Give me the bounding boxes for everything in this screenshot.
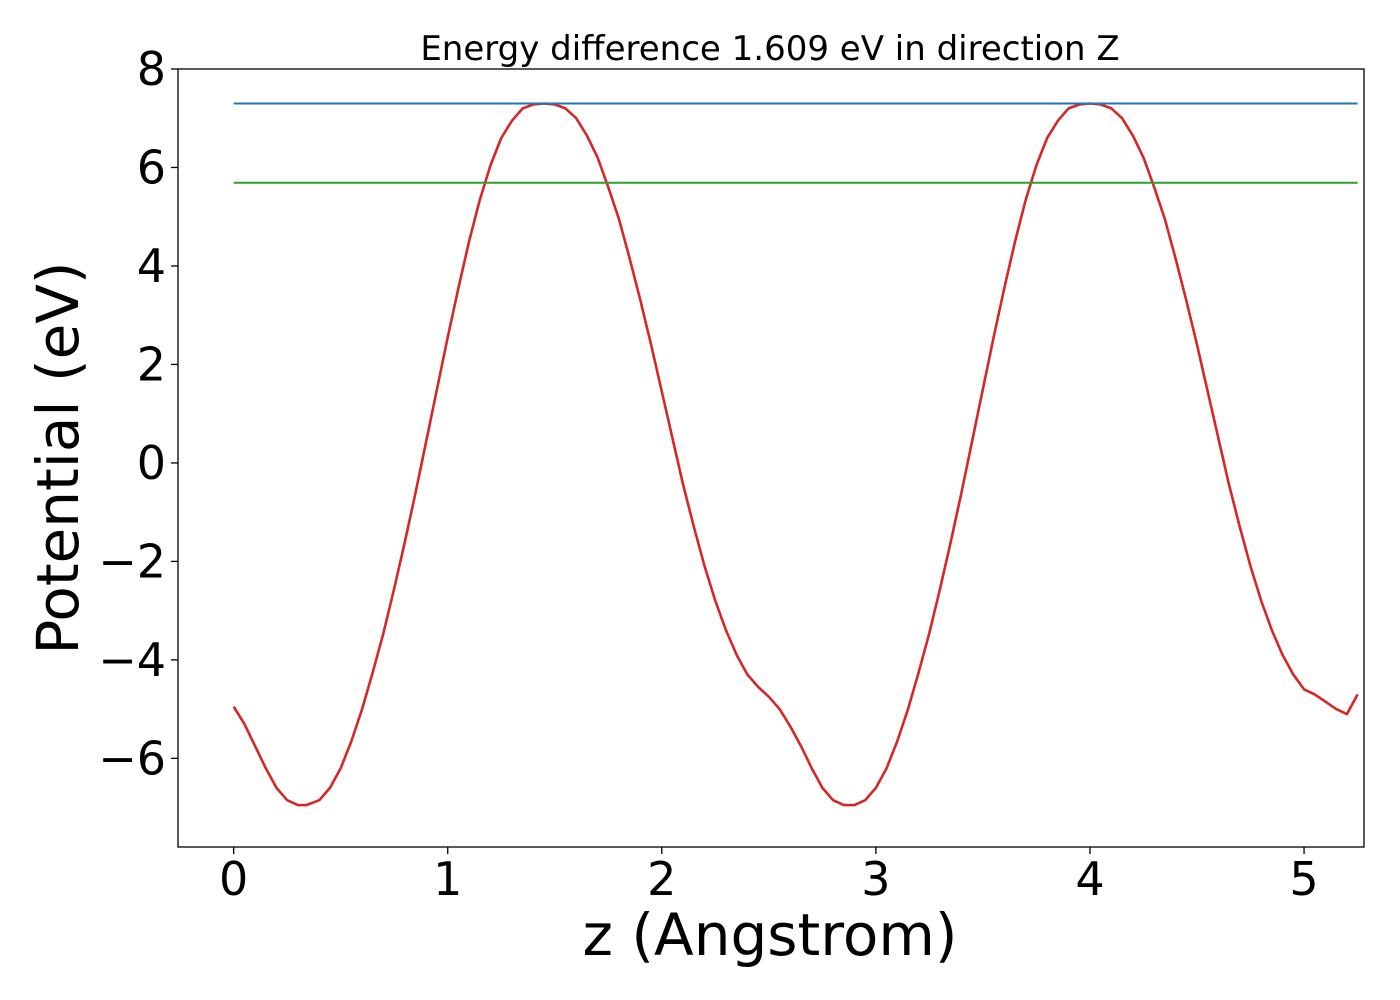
x-tick-label: 5: [1289, 852, 1318, 906]
y-tick-label: 2: [137, 337, 166, 391]
y-tick-label: −6: [98, 731, 166, 785]
y-axis-ticks: −6 −4 −2 0 2 4 6 8: [98, 42, 178, 785]
plot-frame: [177, 68, 1365, 848]
y-axis-label: Potential (eV): [24, 261, 92, 654]
y-tick-label: −2: [98, 534, 166, 588]
y-tick-label: 6: [137, 140, 166, 194]
y-tick-label: 8: [137, 42, 166, 96]
y-tick-label: 4: [137, 239, 166, 293]
x-tick-label: 4: [1075, 852, 1104, 906]
x-tick-label: 0: [219, 852, 248, 906]
x-axis-ticks: 0 1 2 3 4 5: [219, 847, 1319, 906]
x-axis-label: z (Angstrom): [583, 901, 958, 969]
x-tick-label: 2: [647, 852, 676, 906]
x-tick-label: 3: [861, 852, 890, 906]
series-layer: [232, 102, 1359, 807]
x-tick-label: 1: [433, 852, 462, 906]
y-tick-label: −4: [98, 633, 166, 687]
chart-title: Energy difference 1.609 eV in direction …: [420, 29, 1119, 69]
series-line-0: [232, 102, 1359, 807]
y-tick-label: 0: [137, 436, 166, 490]
